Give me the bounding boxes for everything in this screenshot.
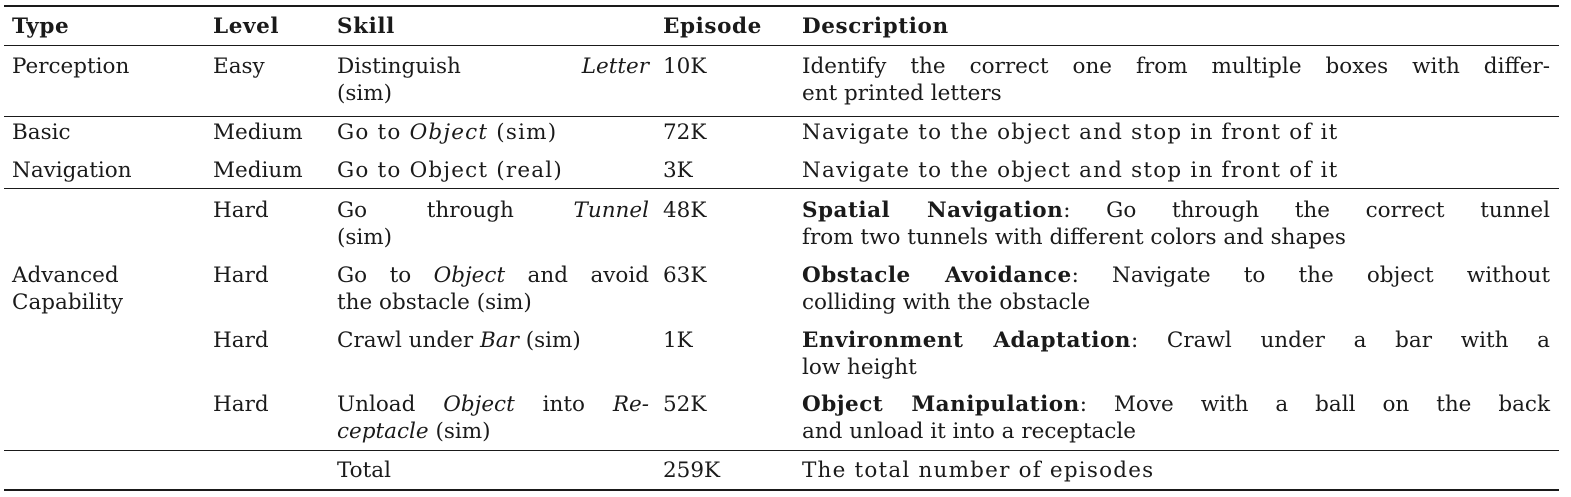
row-rule (4, 188, 1559, 190)
description-cell: Navigate to the object and stop in front… (802, 158, 1339, 183)
skill-cell: Go to Object (real) (337, 158, 563, 183)
skill-cell: Go to Object and avoid the obstacle (sim… (337, 263, 649, 315)
level-cell: Hard (213, 328, 269, 353)
header-level: Level (213, 14, 280, 39)
header-episode: Episode (663, 14, 762, 39)
episode-cell: 3K (663, 158, 693, 183)
level-cell: Medium (213, 158, 303, 183)
top-rule (4, 5, 1559, 7)
skill-cell: Go through Tunnel (sim) (337, 198, 649, 250)
episode-cell: 48K (663, 198, 707, 223)
skill-cell: Go to Object (sim) (337, 120, 558, 145)
level-cell: Easy (213, 54, 265, 79)
level-cell: Medium (213, 120, 303, 145)
episode-cell: 10K (663, 54, 707, 79)
description-cell: Identify the correct one from multiple b… (802, 54, 1550, 106)
total-episode: 259K (663, 458, 721, 483)
episode-cell: 52K (663, 392, 707, 417)
row-rule (4, 116, 1559, 118)
header-type: Type (12, 14, 70, 39)
header-description: Description (802, 14, 949, 39)
episode-cell: 63K (663, 263, 707, 288)
type-cell: Navigation (12, 158, 132, 183)
bottom-rule (4, 489, 1559, 491)
description-cell: Spatial Navigation: Go through the corre… (802, 198, 1551, 250)
description-cell: Obstacle Avoidance: Navigate to the obje… (802, 263, 1550, 315)
skill-cell: Distinguish Letter (sim) (337, 54, 649, 106)
skill-cell: Crawl under Bar (sim) (337, 328, 581, 353)
total-label: Total (337, 458, 391, 483)
total-description: The total number of episodes (802, 458, 1155, 483)
episode-cell: 72K (663, 120, 707, 145)
level-cell: Hard (213, 263, 269, 288)
header-rule (4, 45, 1559, 47)
header-skill: Skill (337, 14, 395, 39)
type-cell: Basic (12, 120, 71, 145)
level-cell: Hard (213, 392, 269, 417)
level-cell: Hard (213, 198, 269, 223)
skill-cell: Unload Object into Re- ceptacle (sim) (337, 392, 650, 444)
description-cell: Navigate to the object and stop in front… (802, 120, 1339, 145)
type-cell: Advanced Capability (12, 263, 124, 315)
description-cell: Environment Adaptation: Crawl under a ba… (802, 328, 1550, 380)
description-cell: Object Manipulation: Move with a ball on… (802, 392, 1551, 444)
episode-cell: 1K (663, 328, 693, 353)
type-cell: Perception (12, 54, 130, 79)
row-rule (4, 450, 1559, 452)
